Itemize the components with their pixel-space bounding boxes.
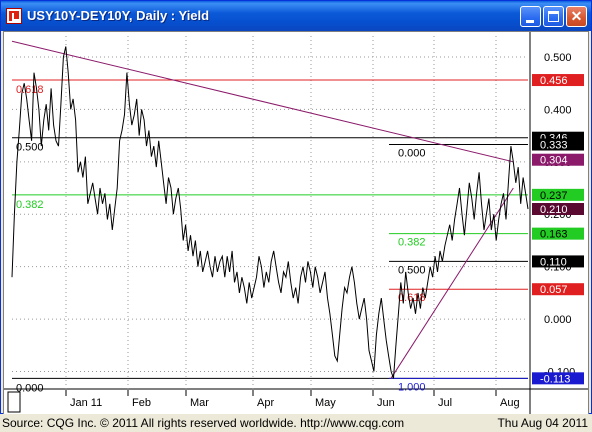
x-tick-label: Feb [132, 397, 151, 409]
fib-level-label: 0.382 [16, 199, 44, 211]
yield-series-line [11, 46, 529, 379]
y-tick-label: 0.500 [544, 52, 572, 64]
x-tick-label: May [315, 397, 336, 409]
price-tag [532, 74, 584, 87]
maximize-icon [548, 11, 559, 22]
chart-area[interactable]: 0.5000.4000.3000.2000.1000.000-0.100Jan … [3, 31, 589, 415]
fib-level-label: 0.618 [16, 84, 44, 96]
price-tag-label: 0.333 [540, 140, 568, 152]
minimize-button[interactable] [520, 6, 541, 27]
maximize-button[interactable] [543, 6, 564, 27]
fib-level-label: 0.382 [398, 237, 426, 249]
chart-window: USY10Y-DEY10Y, Daily : Yield ✕ 0.500 0.40… [0, 0, 592, 415]
x-tick-label: Aug [500, 397, 520, 409]
x-tick-label: Jun [377, 397, 395, 409]
source-text: Source: CQG Inc. © 2011 All rights reser… [2, 416, 405, 430]
price-tag-label: 0.110 [540, 256, 567, 268]
price-tag-label: 0.210 [540, 204, 568, 216]
price-tag [532, 203, 584, 215]
date-text: Thu Aug 04 2011 [497, 416, 588, 430]
price-tag [532, 227, 584, 240]
fib-level-label: 1.000 [398, 381, 426, 393]
y-tick-label: 0.400 [544, 104, 572, 116]
price-tag [532, 138, 584, 151]
x-tick-label: Apr [257, 397, 274, 409]
y-tick-label: 0.000 [544, 314, 572, 326]
x-tick-label: Mar [190, 397, 209, 409]
time-scroll-handle[interactable] [7, 391, 21, 413]
price-tag [532, 153, 584, 166]
close-icon: ✕ [570, 8, 583, 24]
trendline [11, 40, 514, 163]
price-tag [532, 372, 584, 385]
price-tag-label: 0.237 [540, 190, 568, 202]
close-button[interactable]: ✕ [566, 6, 587, 27]
window-title: USY10Y-DEY10Y, Daily : Yield [27, 8, 210, 23]
title-bar[interactable]: USY10Y-DEY10Y, Daily : Yield ✕ [1, 1, 591, 31]
status-bar: Source: CQG Inc. © 2011 All rights reser… [0, 414, 592, 432]
fib-level-label: 0.500 [398, 264, 426, 276]
app-chart-icon[interactable] [6, 8, 22, 24]
price-tag-label: 0.456 [540, 75, 568, 87]
x-tick-label: Jan 11 [70, 397, 102, 409]
yield-chart[interactable]: 0.5000.4000.3000.2000.1000.000-0.100Jan … [4, 32, 588, 414]
fib-level-label: 0.000 [398, 148, 426, 160]
trendline [390, 187, 514, 379]
price-tag [532, 188, 584, 201]
x-tick-label: Jul [438, 397, 452, 409]
price-tag [532, 255, 584, 268]
price-tag-label: -0.113 [540, 373, 570, 385]
price-tag-label: 0.057 [540, 284, 568, 296]
minimize-icon [526, 20, 534, 23]
fib-level-label: 0.000 [16, 382, 44, 394]
price-tag-label: 0.163 [540, 229, 568, 241]
price-tag-label: 0.304 [540, 155, 568, 167]
price-tag [532, 283, 584, 296]
fib-level-label: 0.500 [16, 142, 44, 154]
